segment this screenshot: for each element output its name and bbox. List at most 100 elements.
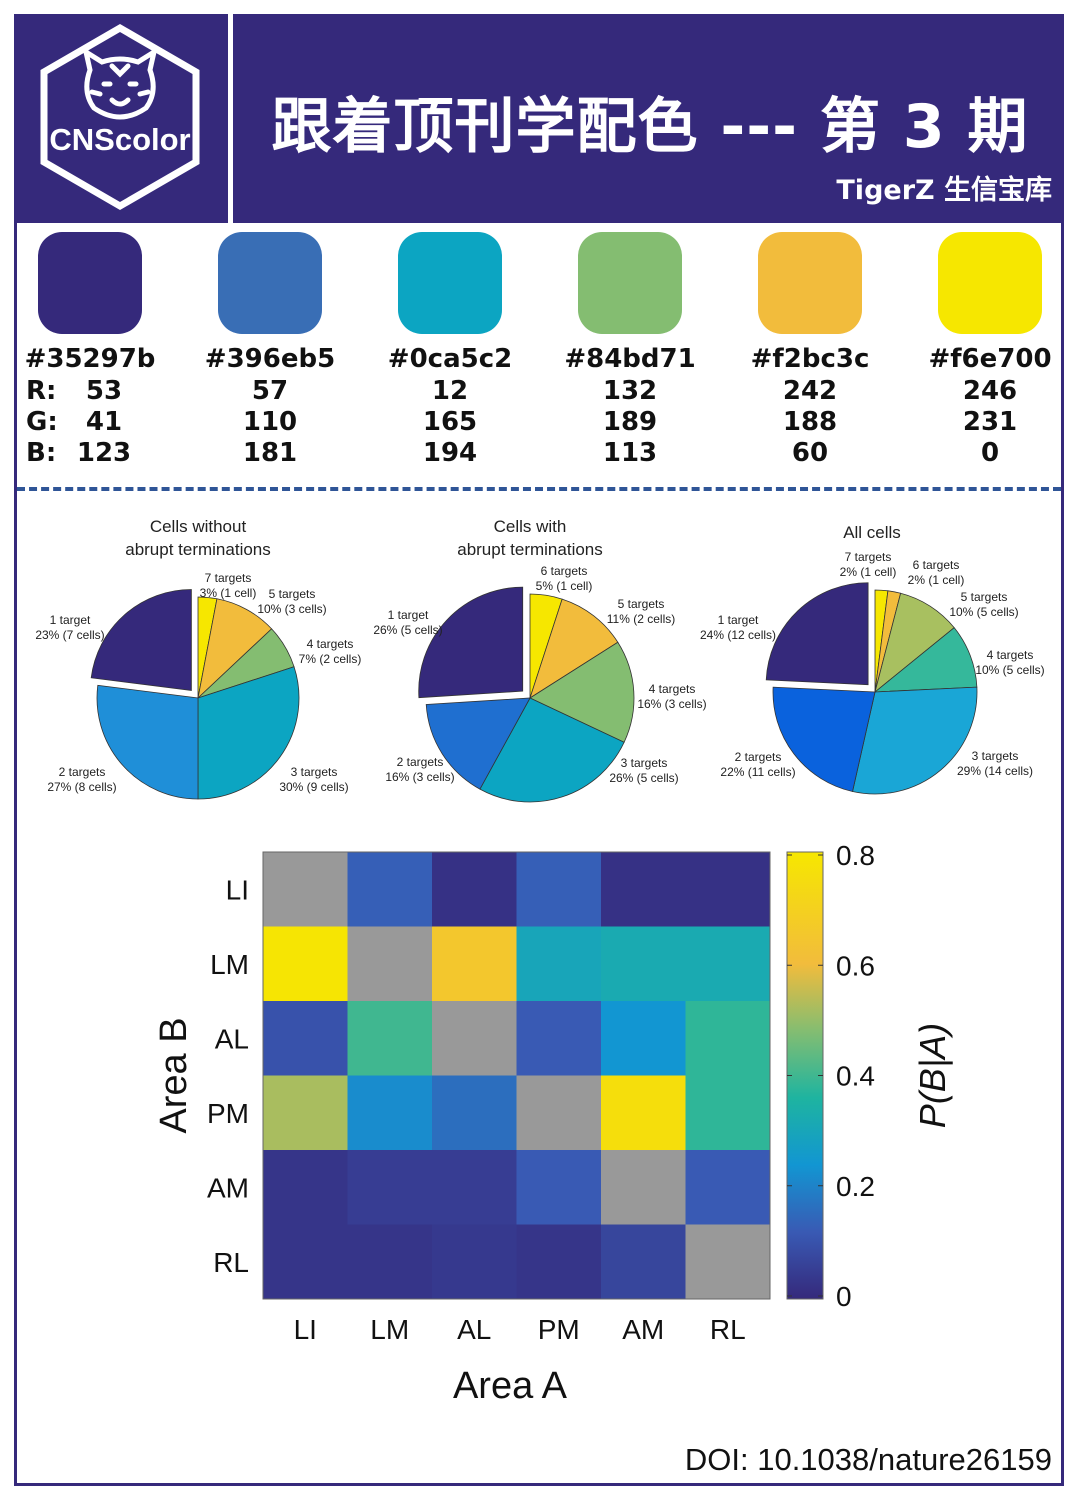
rgb-value-b: 113 — [602, 438, 658, 468]
pie-label-detail: 16% (3 cells) — [385, 770, 454, 784]
rgb-value-r: 53 — [85, 376, 123, 406]
y-tick-label: LI — [226, 874, 249, 905]
rgb-value-g: 110 — [242, 407, 298, 437]
heatmap-cell — [432, 1075, 517, 1151]
colorbar-tick-label: 0.2 — [836, 1171, 875, 1202]
heatmap-cell — [516, 1224, 602, 1300]
rgb-row-label: R: — [26, 376, 57, 406]
pie-slice — [418, 586, 524, 699]
x-tick-label: LI — [294, 1314, 317, 1345]
heatmap-cell — [516, 1001, 602, 1076]
pie-title: abrupt terminations — [125, 540, 271, 559]
pie-slice — [529, 598, 619, 699]
pie-slice — [529, 641, 635, 743]
rgb-value-g: 188 — [782, 407, 838, 437]
color-swatch — [218, 232, 322, 334]
pie-title: All cells — [843, 523, 901, 542]
heatmap-chart: LI LM AL PM AM RL LI LM AL PM AM RL Area A Area B 0 0.2… — [153, 840, 953, 1407]
pie-label-detail: 26% (5 cells) — [373, 623, 442, 637]
heatmap-cell — [685, 852, 771, 927]
pie-charts: Cells without abrupt terminations 1 target… — [35, 517, 1045, 803]
pie-slice — [96, 684, 199, 800]
pie-label-detail: 7% (2 cells) — [299, 652, 362, 666]
color-swatch — [38, 232, 142, 334]
pie-label-detail: 2% (1 cell) — [840, 565, 897, 579]
heatmap-cell — [685, 1224, 771, 1300]
pie-slice — [852, 686, 978, 795]
pie-label: 1 target — [718, 613, 759, 627]
heatmap-cell — [516, 1075, 602, 1151]
pie-label-detail: 11% (2 cells) — [607, 612, 675, 626]
heatmap-cell — [601, 1150, 686, 1225]
pie-title: abrupt terminations — [457, 540, 603, 559]
heatmap-cell — [685, 1001, 771, 1076]
pie-label: 7 targets — [845, 550, 892, 564]
pie-label: 2 targets — [735, 750, 782, 764]
pie-title: Cells without — [150, 517, 247, 536]
pie-slice — [772, 686, 876, 792]
heatmap-cell — [263, 1150, 348, 1225]
rgb-value-g: 231 — [962, 407, 1018, 437]
heatmap-cell — [432, 926, 517, 1002]
color-swatch — [938, 232, 1042, 334]
heatmap-cell — [601, 852, 686, 927]
hex-code: #35297b — [24, 344, 156, 374]
heatmap-cell — [347, 1001, 433, 1076]
pie-label: 6 targets — [541, 564, 588, 578]
colorbar-tick-label: 0.4 — [836, 1061, 875, 1092]
cnscolor-logo: CNScolor — [30, 22, 210, 212]
rgb-value-g: 41 — [85, 407, 123, 437]
hex-code: #0ca5c2 — [387, 344, 513, 374]
x-tick-label: LM — [370, 1314, 409, 1345]
pie-label-detail: 22% (11 cells) — [720, 765, 795, 779]
y-tick-label: PM — [207, 1098, 249, 1129]
pie-label: 4 targets — [307, 637, 354, 651]
heatmap-cell — [263, 1001, 348, 1076]
heatmap-cell — [685, 1075, 771, 1151]
page-subtitle: TigerZ 生信宝库 — [836, 175, 1052, 206]
pie-chart-1: Cells without abrupt terminations 1 target… — [35, 517, 362, 800]
x-tick-label: PM — [538, 1314, 580, 1345]
rgb-row-label: G: — [26, 407, 58, 437]
pie-label-detail: 30% (9 cells) — [279, 780, 348, 794]
rgb-value-b: 0 — [980, 438, 1000, 468]
rgb-value-r: 242 — [782, 376, 838, 406]
heatmap-cell — [432, 1224, 517, 1300]
heatmap-cell — [347, 852, 433, 927]
rgb-value-b: 60 — [791, 438, 829, 468]
pie-label: 7 targets — [205, 571, 252, 585]
pie-label: 2 targets — [397, 755, 444, 769]
y-tick-label: RL — [213, 1247, 249, 1278]
heatmap-cell — [516, 852, 602, 927]
color-swatch — [398, 232, 502, 334]
pie-slice — [197, 666, 300, 800]
pie-label-detail: 10% (5 cells) — [949, 605, 1018, 619]
pie-slice — [90, 589, 192, 691]
heatmap-cell — [685, 1150, 771, 1225]
pie-label-detail: 27% (8 cells) — [47, 780, 116, 794]
heatmap-cell — [432, 1150, 517, 1225]
heatmap-cell — [347, 1150, 433, 1225]
pie-label-detail: 29% (14 cells) — [957, 764, 1033, 778]
hex-code: #396eb5 — [204, 344, 336, 374]
y-tick-label: AL — [215, 1023, 249, 1054]
doi-text: DOI: 10.1038/nature26159 — [684, 1442, 1052, 1477]
pie-label-detail: 2% (1 cell) — [908, 573, 965, 587]
colorbar-tick-label: 0 — [836, 1281, 852, 1312]
pie-label: 4 targets — [987, 648, 1034, 662]
pie-label: 5 targets — [618, 597, 665, 611]
header-divider — [228, 14, 233, 223]
rgb-value-r: 57 — [251, 376, 289, 406]
pie-title: Cells with — [494, 517, 567, 536]
x-axis-label: Area A — [453, 1365, 568, 1407]
tiger-icon — [82, 46, 158, 120]
rgb-value-r: 12 — [431, 376, 469, 406]
x-tick-label: RL — [710, 1314, 746, 1345]
heatmap-cell — [516, 1150, 602, 1225]
heatmap-cell — [601, 926, 686, 1002]
pie-label-detail: 23% (7 cells) — [35, 628, 104, 642]
pie-label: 5 targets — [269, 587, 316, 601]
rgb-value-b: 123 — [76, 438, 132, 468]
x-tick-label: AL — [457, 1314, 491, 1345]
hex-code: #f2bc3c — [750, 344, 870, 374]
